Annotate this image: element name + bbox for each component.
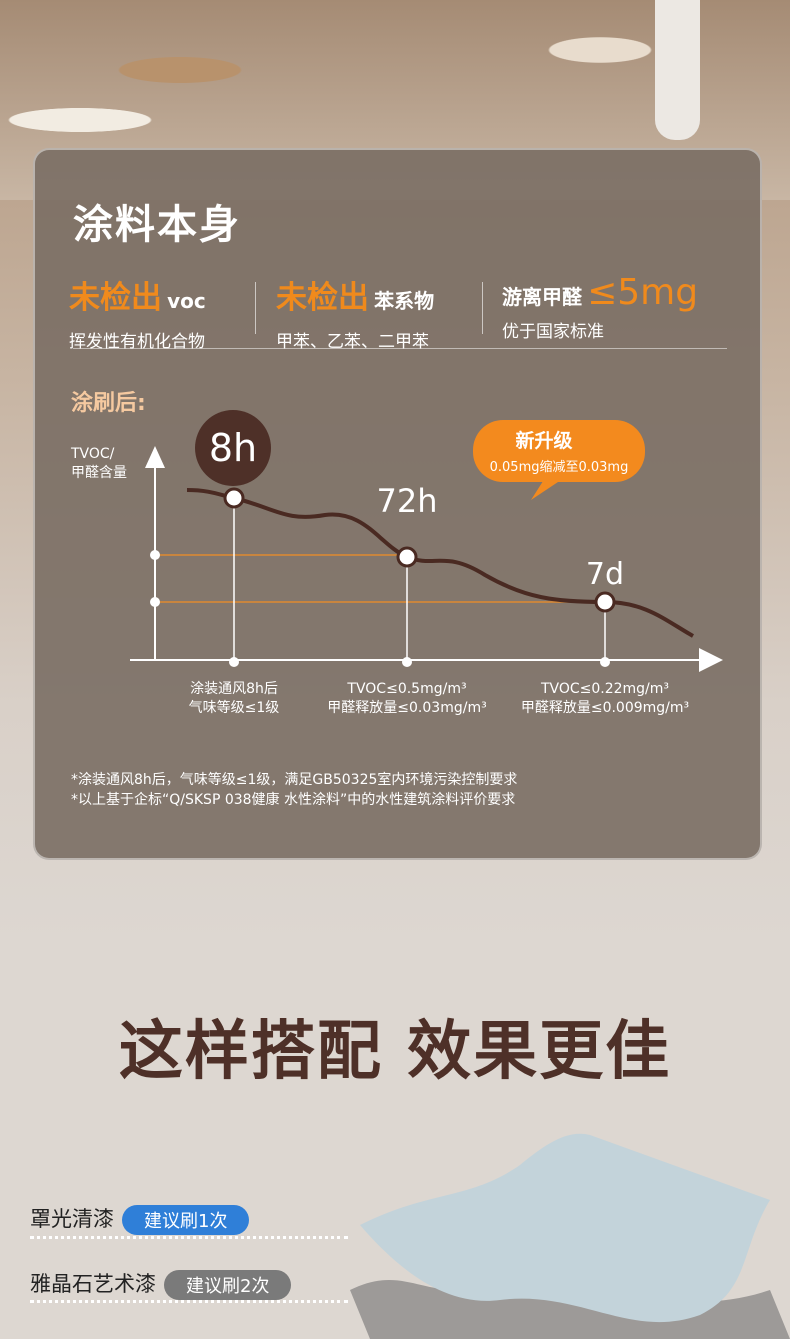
y-marker <box>150 597 160 607</box>
x-axis-arrow <box>699 648 723 672</box>
card-title: 涂料本身 <box>73 202 241 248</box>
after-label: 涂刷后: <box>71 391 146 416</box>
divider <box>255 282 256 334</box>
stat-voc: 未检出 voc 挥发性有机化合物 <box>69 272 206 352</box>
stat-value: 未检出 <box>69 280 162 316</box>
stat-label: 苯系物 <box>374 289 435 313</box>
point-72h <box>396 546 418 568</box>
upgrade-desc: 0.05mg缩减至0.03mg <box>489 460 629 475</box>
footnotes: *涂装通风8h后，气味等级≤1级，满足GB50325室内环境污染控制要求 *以上基… <box>71 772 518 808</box>
layer-name: 雅晶石艺术漆 <box>30 1272 156 1296</box>
dotted-leader <box>30 1236 348 1239</box>
divider <box>482 282 483 334</box>
paint-layers-illustration <box>350 1133 790 1339</box>
table-leg <box>655 0 700 140</box>
y-marker <box>150 550 160 560</box>
layer-art-paint: 雅晶石艺术漆 建议刷2次 <box>30 1268 292 1300</box>
upgrade-title: 新升级 <box>515 430 573 452</box>
time-label-7d: 7d <box>585 557 625 592</box>
layer-tip-badge: 建议刷2次 <box>164 1270 292 1300</box>
point-desc-72h: TVOC≤0.5mg/m³ 甲醛释放量≤0.03mg/m³ <box>327 681 487 716</box>
layer-varnish: 罩光清漆 建议刷1次 <box>30 1203 250 1235</box>
time-label-72h: 72h <box>376 482 438 520</box>
point-desc-8h: 涂装通风8h后 气味等级≤1级 <box>188 681 280 716</box>
stat-value: 未检出 <box>276 280 369 316</box>
dotted-leader <box>30 1300 348 1303</box>
stat-label: voc <box>167 289 206 313</box>
point-desc-7d: TVOC≤0.22mg/m³ 甲醛释放量≤0.009mg/m³ <box>520 681 690 716</box>
divider-line <box>73 348 727 349</box>
time-label-8h: 8h <box>208 426 258 470</box>
y-axis-label: TVOC/甲醛含量 <box>71 446 127 481</box>
upgrade-bubble: 新升级 0.05mg缩减至0.03mg <box>473 420 645 482</box>
bubble-tail <box>531 478 561 500</box>
layer-tip-badge: 建议刷1次 <box>122 1205 250 1235</box>
slogan: 这样搭配 效果更佳 <box>118 1015 672 1089</box>
layer-name: 罩光清漆 <box>30 1207 114 1231</box>
stat-sub: 挥发性有机化合物 <box>69 332 205 352</box>
stat-formaldehyde: 游离甲醛 ≤5mg 优于国家标准 <box>502 272 698 342</box>
badge-8h <box>195 410 271 486</box>
y-axis-arrow <box>145 446 165 468</box>
stat-sub: 优于国家标准 <box>502 322 604 342</box>
stat-label: 游离甲醛 <box>502 285 582 309</box>
point-8h <box>223 487 245 509</box>
emission-curve-chart <box>130 410 723 672</box>
stat-sub: 甲苯、乙苯、二甲苯 <box>276 332 429 352</box>
safety-card: 涂料本身 未检出 voc 挥发性有机化合物 未检出 苯系物 甲苯、乙苯、二甲苯 … <box>33 148 762 860</box>
stat-value: ≤5mg <box>587 272 699 313</box>
stat-benzene: 未检出 苯系物 甲苯、乙苯、二甲苯 <box>276 272 434 352</box>
point-7d <box>594 591 616 613</box>
